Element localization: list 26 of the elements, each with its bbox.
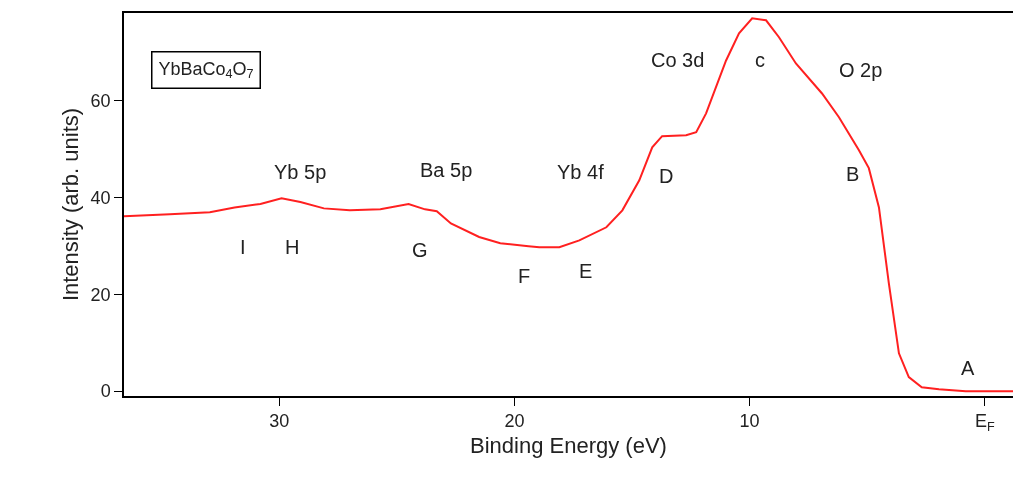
annotation: F: [518, 265, 531, 287]
annotation: A: [961, 357, 975, 379]
annotation: I: [240, 236, 246, 258]
y-tick-label: 20: [90, 284, 111, 305]
annotation: Co 3d: [651, 49, 705, 71]
annotation: Yb 4f: [557, 161, 605, 183]
x-tick-label: 10: [739, 411, 760, 432]
x-tick-label: 20: [504, 411, 525, 432]
y-tick-label: 40: [90, 187, 111, 208]
annotation: E: [579, 260, 593, 282]
annotation: YbBaCo$_{4}$O$_{7}$: [158, 58, 254, 82]
annotation: G: [412, 239, 428, 261]
y-tick-label: 60: [90, 90, 111, 111]
annotation: c: [755, 49, 765, 71]
annotation: D: [659, 165, 674, 187]
annotation: B: [846, 163, 860, 185]
annotation: H: [285, 236, 300, 258]
y-axis-title: Intensity (arb. units): [57, 107, 83, 302]
x-tick-label: E$_{F}$: [974, 411, 995, 435]
x-tick-label: 30: [269, 411, 290, 432]
annotation: Yb 5p: [274, 161, 327, 183]
y-tick-label: 0: [100, 381, 111, 402]
line-series: [124, 17, 1013, 393]
annotation: O 2p: [839, 59, 883, 81]
x-axis-title: Binding Energy (eV): [470, 432, 667, 458]
annotation: Ba 5p: [420, 159, 473, 181]
